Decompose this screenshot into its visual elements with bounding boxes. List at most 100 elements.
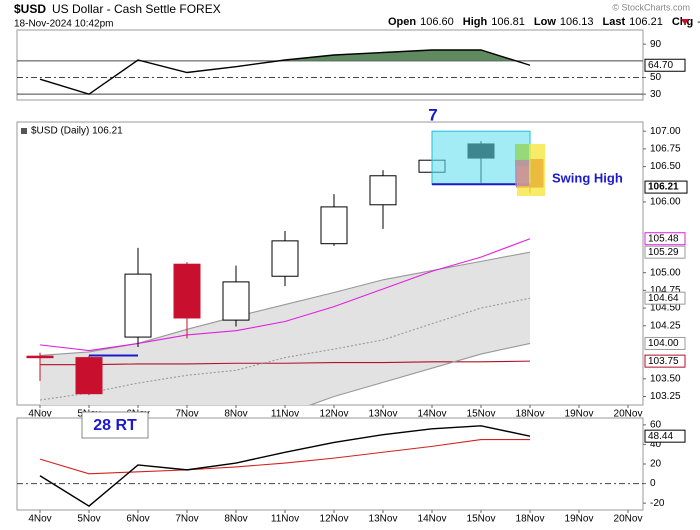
end-label: 104.64 — [648, 293, 679, 304]
panel — [26, 130, 544, 405]
panel-frame — [16, 29, 644, 101]
candle-body — [222, 281, 250, 321]
quote-label: Chg — [672, 16, 693, 28]
y-tick-label: 106.50 — [650, 161, 681, 172]
end-label-box — [644, 245, 686, 259]
end-label: 105.48 — [648, 233, 679, 244]
annotation-box — [81, 411, 149, 439]
quote-label: High — [463, 16, 488, 28]
x-tick-label: 15Nov — [467, 409, 496, 420]
end-label: 103.75 — [648, 356, 679, 367]
quote: Open 106.60 High 106.81 Low 106.13 Last 106.21 C… — [388, 16, 700, 28]
x-tick-label: 19Nov — [565, 514, 594, 525]
quote-value: -0.41 (-0.38%) — [697, 16, 700, 28]
candle-body — [124, 273, 152, 338]
x-tick-label: 11Nov — [271, 409, 299, 420]
x-tick-label: 18Nov — [516, 514, 545, 525]
end-label: 48.44 — [648, 431, 673, 442]
candle-body — [75, 357, 103, 395]
overbought-fill — [40, 50, 530, 61]
series-line — [39, 238, 531, 352]
y-tick-label: 103.50 — [650, 373, 681, 384]
end-label: 104.00 — [648, 338, 679, 349]
y-tick-label: 104.25 — [650, 320, 681, 331]
end-label-box — [644, 58, 686, 72]
quote-value: 106.13 — [560, 16, 594, 28]
x-tick-label: 12Nov — [320, 514, 349, 525]
symbol: $USD — [14, 2, 46, 16]
x-tick-label: 7Nov — [175, 514, 198, 525]
x-tick-label: 7Nov — [175, 409, 198, 420]
series-line — [40, 360, 531, 366]
x-tick-label: 13Nov — [369, 409, 398, 420]
quote-label: Last — [603, 16, 626, 28]
end-label-box — [644, 336, 686, 350]
y-tick-label: 106.75 — [650, 144, 681, 155]
wave-label: 7 — [428, 105, 437, 124]
y-tick-label: 106.00 — [650, 197, 681, 208]
quote-label: Open — [388, 16, 416, 28]
x-tick-label: 14Nov — [418, 409, 447, 420]
end-label: 64.70 — [648, 60, 673, 71]
x-tick-label: 4Nov — [28, 514, 51, 525]
end-label: 105.29 — [648, 247, 679, 258]
legend: $USD (Daily) 106.21 — [31, 126, 123, 137]
y-tick-label: 40 — [650, 439, 662, 450]
candle-body — [369, 175, 397, 206]
end-label-box — [644, 354, 686, 368]
candle-body — [271, 240, 299, 277]
price-label-box — [644, 180, 688, 194]
end-label-box — [644, 232, 686, 246]
x-tick-label: 11Nov — [271, 514, 299, 525]
y-tick-label: 104.50 — [650, 303, 681, 314]
series-line — [39, 425, 531, 507]
rt-label: 28 RT — [93, 417, 137, 434]
x-tick-label: 20Nov — [614, 514, 643, 525]
panel — [17, 49, 643, 95]
panel — [17, 425, 643, 507]
y-tick-label: 103.25 — [650, 391, 681, 402]
y-tick-label: 90 — [650, 39, 662, 50]
x-tick-label: 12Nov — [320, 409, 349, 420]
credit: © StockCharts.com — [612, 2, 690, 12]
price-label: 106.21 — [648, 182, 679, 193]
x-tick-label: 8Nov — [224, 514, 247, 525]
quote-label: Low — [534, 16, 556, 28]
quote-value: 106.21 — [629, 16, 663, 28]
y-tick-label: 20 — [650, 459, 662, 470]
series-line — [39, 438, 530, 475]
series-line — [39, 297, 531, 401]
x-tick-label: 6Nov — [126, 514, 149, 525]
end-label-box — [644, 291, 686, 305]
candle-body — [320, 206, 348, 245]
candle-body — [26, 355, 54, 359]
x-tick-label: 13Nov — [369, 514, 398, 525]
plot-area: 90 50 30 64.70 107.00 106.75 106.50 106.00 105.0… — [16, 29, 688, 525]
series-line — [39, 49, 531, 95]
x-tick-label: 19Nov — [565, 409, 594, 420]
band-fill — [40, 252, 530, 405]
x-tick-label: 18Nov — [516, 409, 545, 420]
quote-value: 106.81 — [491, 16, 525, 28]
y-tick-label: 0 — [650, 478, 656, 489]
candle-body — [173, 263, 201, 319]
highlight-zone — [431, 130, 531, 185]
swing-high-label: Swing High — [552, 170, 623, 185]
y-tick-label: 104.75 — [650, 285, 681, 296]
y-tick-label: 60 — [650, 419, 662, 430]
x-tick-label: 14Nov — [418, 514, 447, 525]
x-tick-label: 20Nov — [614, 409, 643, 420]
y-tick-label: 107.00 — [650, 126, 681, 137]
y-tick-label: 105.00 — [650, 267, 681, 278]
x-tick-label: 8Nov — [224, 409, 247, 420]
datetime: 18-Nov-2024 10:42pm — [14, 19, 114, 30]
series-line — [308, 342, 531, 405]
y-tick-label: 30 — [650, 89, 662, 100]
x-tick-label: 5Nov — [77, 514, 100, 525]
down-arrow — [681, 19, 689, 25]
end-label-box — [644, 429, 686, 443]
quote-value: 106.60 — [420, 16, 454, 28]
y-tick-label: -20 — [650, 498, 665, 509]
instrument-name: US Dollar - Cash Settle FOREX — [52, 2, 221, 16]
